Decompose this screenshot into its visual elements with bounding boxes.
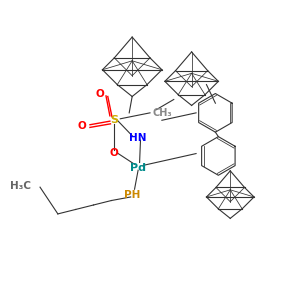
Text: PH: PH xyxy=(124,190,140,200)
Text: H₃C: H₃C xyxy=(10,181,31,191)
Text: Pd: Pd xyxy=(130,163,146,173)
Text: O: O xyxy=(110,148,119,158)
Text: O: O xyxy=(77,121,86,131)
Text: S: S xyxy=(110,115,118,125)
Text: HN: HN xyxy=(129,133,147,143)
Text: O: O xyxy=(95,88,104,98)
Text: CH₃: CH₃ xyxy=(153,108,172,118)
